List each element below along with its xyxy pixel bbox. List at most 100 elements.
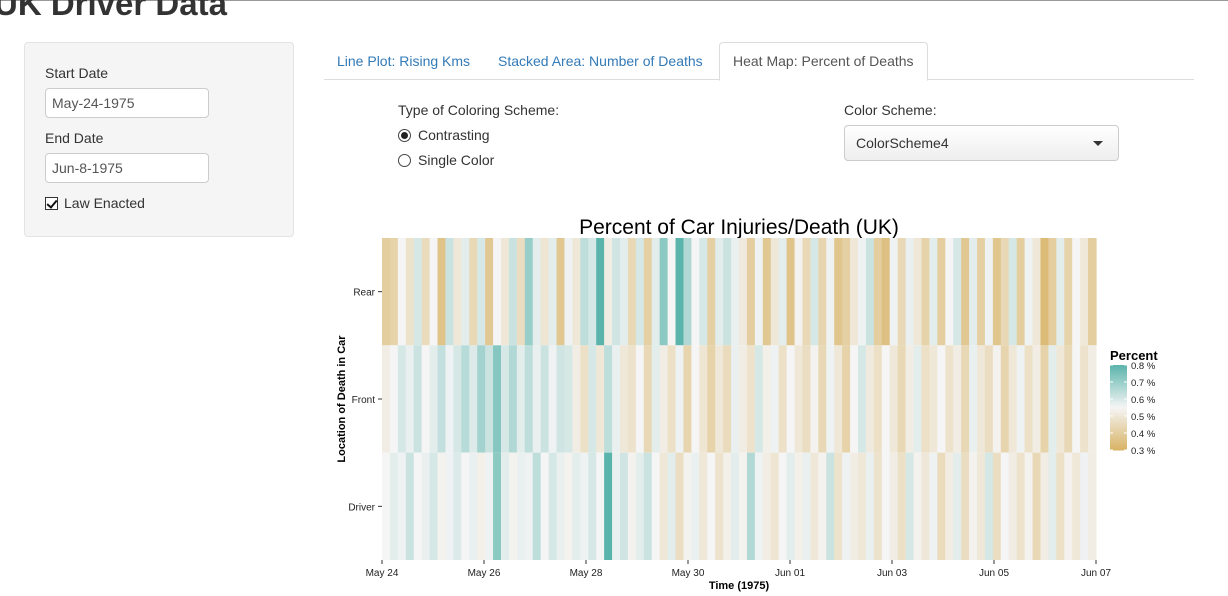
color-scheme-select[interactable]: ColorScheme4 [844,125,1119,161]
radio-contrasting[interactable] [398,128,411,142]
heatmap-cell-front [1048,345,1057,453]
tab-stacked-area[interactable]: Stacked Area: Number of Deaths [498,53,703,69]
heatmap-cell-rear [977,238,986,346]
heatmap-cell-driver [929,452,938,560]
heatmap-cell-driver [762,452,772,560]
heatmap-cell-driver [826,452,835,560]
heatmap-cell-front [588,345,597,453]
tab-line-plot[interactable]: Line Plot: Rising Kms [337,53,471,69]
heatmap-cell-rear [881,238,891,346]
coloring-scheme-label: Type of Coloring Scheme: [398,102,560,118]
heatmap-cell-rear [461,238,470,346]
heatmap-cell-rear [865,238,875,346]
heatmap-cell-front [865,345,875,453]
heatmap-cell-front [580,345,589,453]
legend-color-step [1110,447,1127,451]
start-date-input[interactable]: May-24-1975 [45,88,209,118]
heatmap-cell-driver [382,452,391,560]
chart-title: Percent of Car Injuries/Death (UK) [579,216,899,239]
heatmap-cell-rear [842,238,851,346]
heatmap-cell-rear [746,238,756,346]
heatmap-cell-driver [524,452,534,560]
heatmap-cell-rear [532,238,542,346]
color-scheme-label: Color Scheme: [844,102,937,118]
heatmap-cell-rear [715,238,724,346]
heatmap-cell-front [1000,345,1010,453]
law-enacted-row: Law Enacted [45,195,145,211]
heatmap-cell-rear [937,238,946,346]
x-axis-label: Time (1975) [709,580,770,592]
heatmap-cell-driver [715,452,724,560]
heatmap-cell-front [397,345,407,453]
heatmap-cell-driver [604,452,613,560]
heatmap-cell-rear [913,238,923,346]
x-tick-label: May 26 [468,568,501,579]
heatmap-cell-driver [1048,452,1057,560]
heatmap-cell-front [477,345,486,453]
heatmap-cell-rear [969,238,978,346]
heatmap-cell-driver [501,452,510,560]
legend-color-step [1110,375,1127,379]
heatmap-cell-driver [1040,452,1049,560]
heatmap-cell-front [1040,345,1049,453]
legend-color-step [1110,422,1127,426]
legend-color-step [1110,409,1127,413]
radio-contrasting-row[interactable]: Contrasting [398,127,490,143]
heatmap-cell-rear [921,238,930,346]
heatmap-cell-driver [635,452,645,560]
heatmap-cell-rear [604,238,613,346]
legend-color-step [1110,403,1127,406]
heatmap-cell-front [659,345,669,453]
heatmap-cell-rear [1080,238,1089,346]
heatmap-cell-rear [858,238,867,346]
heatmap-cell-driver [532,452,542,560]
radio-single-color[interactable] [398,153,411,167]
heatmap-cell-driver [699,452,708,560]
heatmap-cell-front [620,345,629,453]
heatmap-cell-rear [540,238,550,346]
heatmap-cell-driver [1072,452,1081,560]
legend-tick-label: 0.3 % [1131,446,1156,457]
heatmap-cell-front [596,345,605,453]
heatmap-cell-rear [778,238,788,346]
heatmap-cell-rear [699,238,708,346]
y-tick-label: Driver [348,502,375,513]
heatmap-cell-front [699,345,708,453]
legend-color-step [1110,407,1127,411]
end-date-input[interactable]: Jun-8-1975 [45,153,209,183]
heatmap-cell-rear [675,238,685,346]
heatmap-cell-rear [524,238,534,346]
heatmap-cell-driver [1024,452,1034,560]
heatmap-cell-rear [707,238,716,346]
heatmap-cell-front [754,345,764,453]
radio-single-color-row[interactable]: Single Color [398,152,494,168]
heatmap-cell-front [675,345,685,453]
heatmap-cell-rear [754,238,764,346]
legend-color-step [1110,373,1127,377]
heatmap-cell-rear [905,238,915,346]
heatmap-cell-rear [413,238,423,346]
heatmap-cell-driver [572,452,581,560]
heatmap-cell-driver [921,452,930,560]
heatmap-cell-rear [889,238,899,346]
heatmap-cell-driver [984,452,994,560]
heatmap-cell-rear [389,238,399,346]
legend-color-step [1110,424,1127,428]
heatmap-cell-rear [1088,238,1097,346]
heatmap-cell-driver [881,452,891,560]
tab-heat-map[interactable]: Heat Map: Percent of Deaths [719,42,928,81]
legend-color-step [1110,428,1127,432]
heatmap-cell-driver [746,452,756,560]
heatmap-cell-rear [961,238,970,346]
heatmap-cell-front [516,345,526,453]
heatmap-cell-front [437,345,447,453]
heatmap-cell-driver [739,452,748,560]
heatmap-cell-rear [1040,238,1049,346]
law-enacted-checkbox[interactable] [45,196,58,210]
heatmap-cell-driver [1008,452,1018,560]
heatmap-cell-driver [1080,452,1089,560]
legend-color-step [1110,377,1127,381]
heatmap-cell-front [627,345,637,453]
legend-color-step [1110,439,1127,443]
heatmap-cell-front [992,345,1002,453]
